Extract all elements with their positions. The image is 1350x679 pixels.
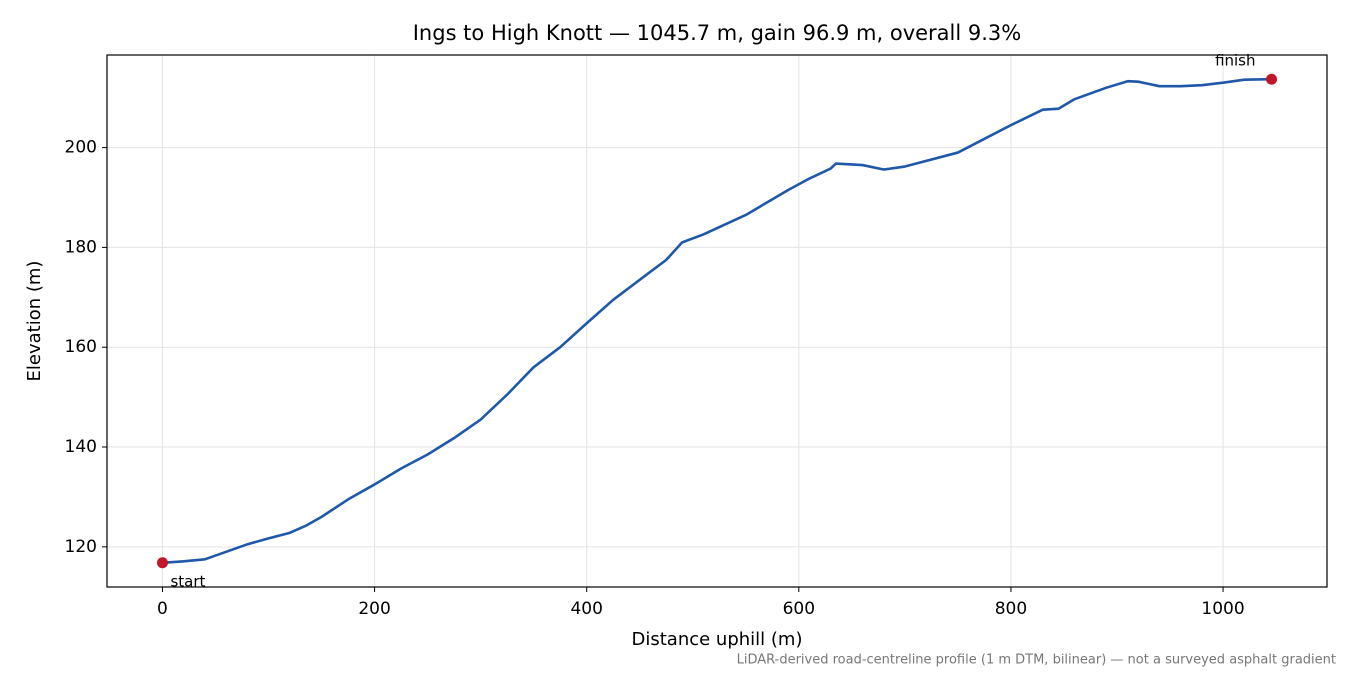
y-tick-label: 200	[65, 138, 97, 158]
x-tick-label: 400	[570, 599, 602, 619]
x-tick-label: 800	[995, 599, 1027, 619]
chart-title: Ings to High Knott — 1045.7 m, gain 96.9…	[413, 21, 1022, 45]
start-annotation: start	[170, 572, 205, 590]
x-tick-label: 1000	[1201, 599, 1244, 619]
elevation-line	[162, 77, 1272, 565]
x-axis-label: Distance uphill (m)	[632, 629, 803, 650]
y-tick-label: 160	[65, 337, 97, 357]
x-tick-label: 200	[358, 599, 390, 619]
footnote: LiDAR-derived road-centreline profile (1…	[737, 653, 1336, 668]
y-tick-label: 140	[65, 437, 97, 457]
x-tick-label: 600	[783, 599, 815, 619]
y-tick-label: 120	[65, 537, 97, 557]
plot-frame	[106, 54, 1328, 588]
y-tick-label: 180	[65, 237, 97, 257]
start-marker	[156, 557, 168, 569]
x-tick-label: 0	[157, 599, 168, 619]
finish-marker	[1266, 73, 1278, 85]
finish-annotation: finish	[1215, 52, 1255, 70]
y-axis-label: Elevation (m)	[24, 261, 45, 382]
